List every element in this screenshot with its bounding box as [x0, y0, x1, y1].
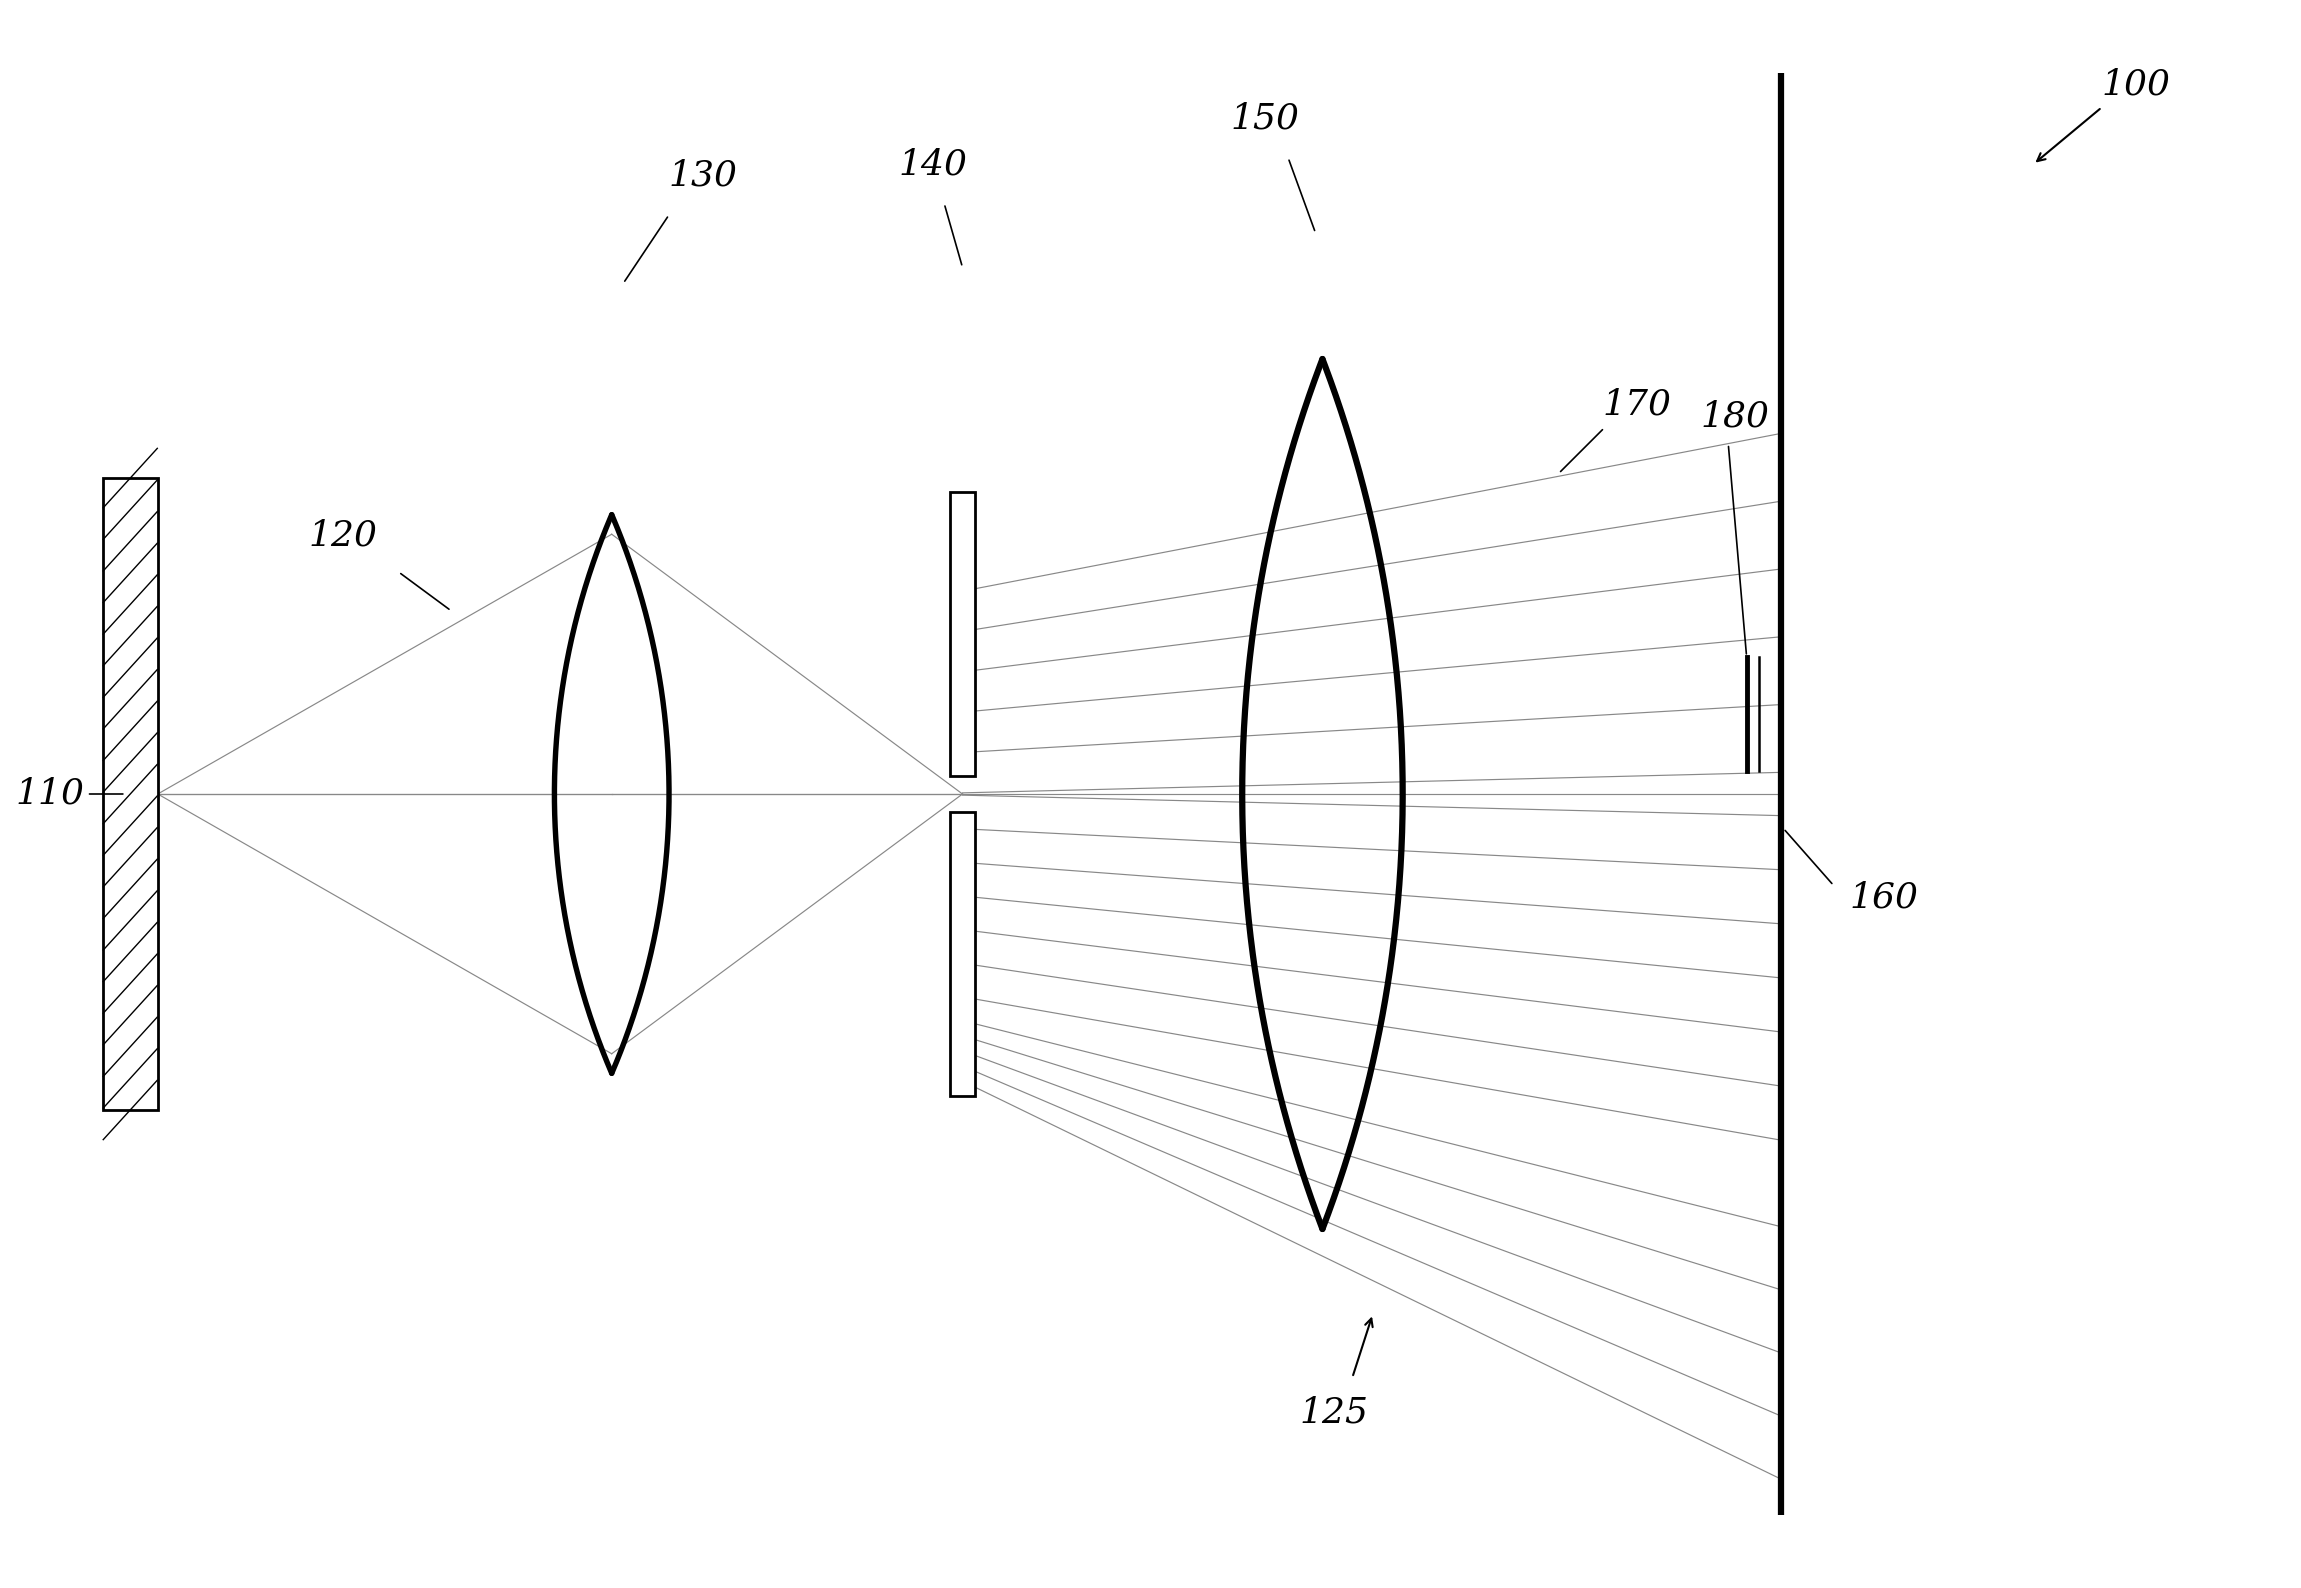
Text: 130: 130: [670, 159, 739, 192]
Text: 140: 140: [897, 148, 966, 181]
Bar: [950, 813, 976, 1096]
Text: 160: 160: [1850, 880, 1919, 915]
Text: 170: 170: [1601, 387, 1671, 422]
Bar: [950, 492, 976, 775]
Text: 110: 110: [16, 777, 85, 811]
Text: 100: 100: [2101, 67, 2170, 102]
Bar: [104, 478, 159, 1110]
Text: 120: 120: [308, 518, 377, 553]
Text: 125: 125: [1300, 1396, 1369, 1429]
Text: 180: 180: [1700, 399, 1769, 434]
Text: 150: 150: [1231, 102, 1300, 135]
